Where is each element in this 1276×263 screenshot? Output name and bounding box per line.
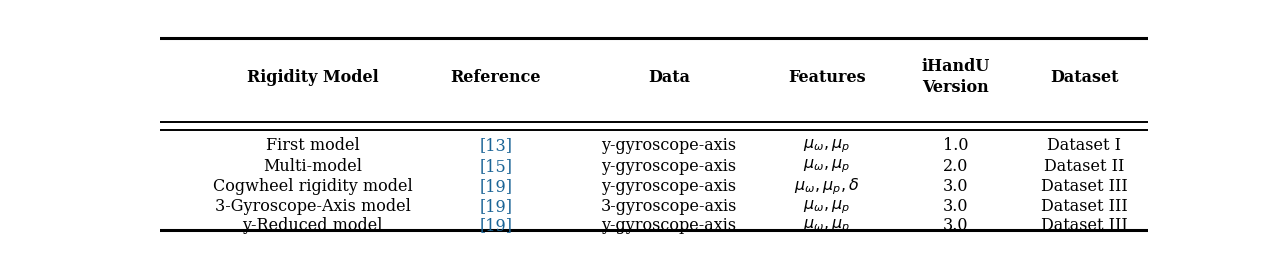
Text: iHandU
Version: iHandU Version [921,58,990,96]
Text: y-Reduced model: y-Reduced model [242,218,383,235]
Text: Dataset II: Dataset II [1044,158,1124,175]
Text: Features: Features [789,69,866,86]
Text: y-gyroscope-axis: y-gyroscope-axis [601,138,736,154]
Text: 3.0: 3.0 [943,178,968,195]
Text: $\mu_\omega, \mu_p$: $\mu_\omega, \mu_p$ [804,198,851,216]
Text: $\mu_\omega, \mu_p$: $\mu_\omega, \mu_p$ [804,217,851,235]
Text: [19]: [19] [480,178,512,195]
Text: $\mu_\omega, \mu_p$: $\mu_\omega, \mu_p$ [804,158,851,175]
Text: y-gyroscope-axis: y-gyroscope-axis [601,158,736,175]
Text: Rigidity Model: Rigidity Model [248,69,379,86]
Text: [13]: [13] [480,138,512,154]
Text: 3.0: 3.0 [943,218,968,235]
Text: y-gyroscope-axis: y-gyroscope-axis [601,178,736,195]
Text: Cogwheel rigidity model: Cogwheel rigidity model [213,178,412,195]
Text: $\mu_\omega, \mu_p, \delta$: $\mu_\omega, \mu_p, \delta$ [794,176,860,197]
Text: 3-gyroscope-axis: 3-gyroscope-axis [601,198,738,215]
Text: [19]: [19] [480,198,512,215]
Text: $\mu_\omega, \mu_p$: $\mu_\omega, \mu_p$ [804,137,851,155]
Text: Dataset III: Dataset III [1041,198,1128,215]
Text: Dataset III: Dataset III [1041,178,1128,195]
Text: 3-Gyroscope-Axis model: 3-Gyroscope-Axis model [214,198,411,215]
Text: 3.0: 3.0 [943,198,968,215]
Text: Dataset: Dataset [1050,69,1118,86]
Text: [15]: [15] [480,158,512,175]
Text: Reference: Reference [450,69,541,86]
Text: Dataset I: Dataset I [1048,138,1122,154]
Text: Data: Data [648,69,690,86]
Text: First model: First model [265,138,360,154]
Text: Dataset III: Dataset III [1041,218,1128,235]
Text: 2.0: 2.0 [943,158,968,175]
Text: [19]: [19] [480,218,512,235]
Text: y-gyroscope-axis: y-gyroscope-axis [601,218,736,235]
Text: 1.0: 1.0 [943,138,968,154]
Text: Multi-model: Multi-model [263,158,362,175]
